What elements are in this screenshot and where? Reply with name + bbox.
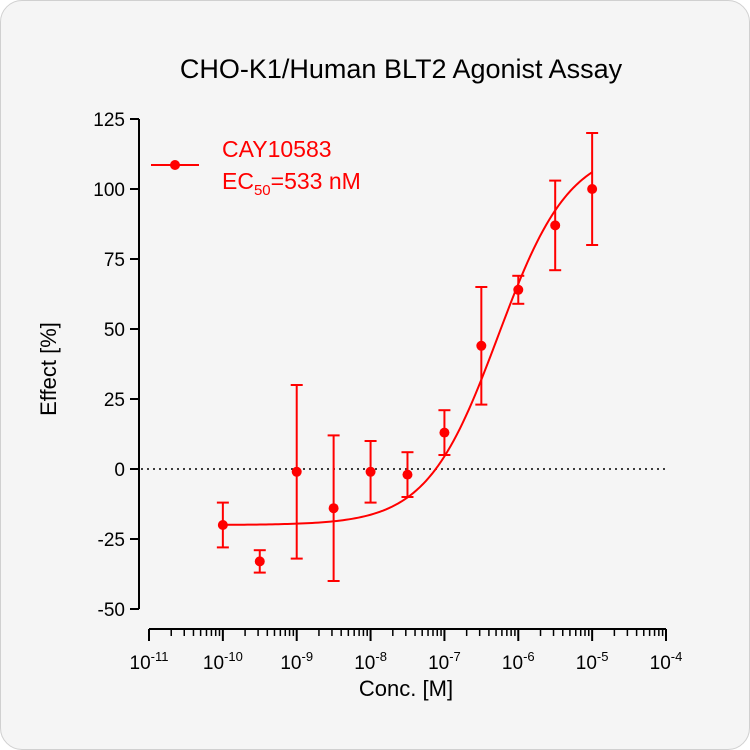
legend-ec-prefix: EC — [222, 168, 254, 194]
x-tick-label: 10-8 — [354, 649, 387, 674]
x-axis: 10-11 10-10 10-9 10-8 10-7 10-6 10-5 10-4 — [130, 628, 683, 674]
x-tick-label: 10-6 — [502, 649, 535, 674]
legend-point-marker — [170, 160, 180, 170]
data-point — [328, 503, 339, 514]
legend-series-name: CAY10583 — [222, 136, 332, 162]
data-point — [476, 340, 487, 351]
legend: CAY10583 EC50=533 nM — [151, 136, 361, 199]
data-point — [291, 466, 302, 477]
y-tick-label: 125 — [93, 110, 125, 131]
data-point — [439, 427, 450, 438]
legend-ec50: EC50=533 nM — [222, 168, 361, 199]
data-point — [587, 184, 598, 194]
data-point — [402, 469, 413, 480]
data-point — [254, 556, 265, 567]
x-tick-label: 10-5 — [576, 649, 609, 674]
y-tick-label: -25 — [98, 530, 125, 551]
x-tick-label: 10-9 — [280, 649, 313, 674]
data-points-group — [216, 132, 599, 582]
y-tick-label: 75 — [104, 250, 125, 271]
y-tick-label: -50 — [98, 600, 125, 621]
x-tick-label: 10-10 — [203, 649, 243, 674]
legend-ec-subscript: 50 — [254, 182, 271, 199]
y-tick-label: 25 — [104, 390, 125, 411]
chart-title: CHO-K1/Human BLT2 Agonist Assay — [180, 54, 623, 84]
data-point — [550, 220, 561, 231]
x-tick-label: 10-7 — [428, 649, 461, 674]
y-tick-label: 50 — [104, 320, 125, 341]
legend-ec-value: =533 nM — [271, 168, 361, 194]
y-tick-label: 100 — [93, 180, 125, 201]
y-axis: -50 -25 0 25 50 75 100 125 — [93, 110, 140, 621]
data-point — [513, 284, 524, 295]
y-tick-label: 0 — [114, 460, 125, 481]
x-tick-label: 10-11 — [130, 649, 169, 674]
data-point — [365, 466, 376, 477]
y-axis-label: Effect [%] — [36, 322, 61, 416]
x-axis-label: Conc. [M] — [359, 676, 453, 701]
x-tick-label: 10-4 — [650, 649, 683, 674]
data-point — [217, 520, 228, 530]
